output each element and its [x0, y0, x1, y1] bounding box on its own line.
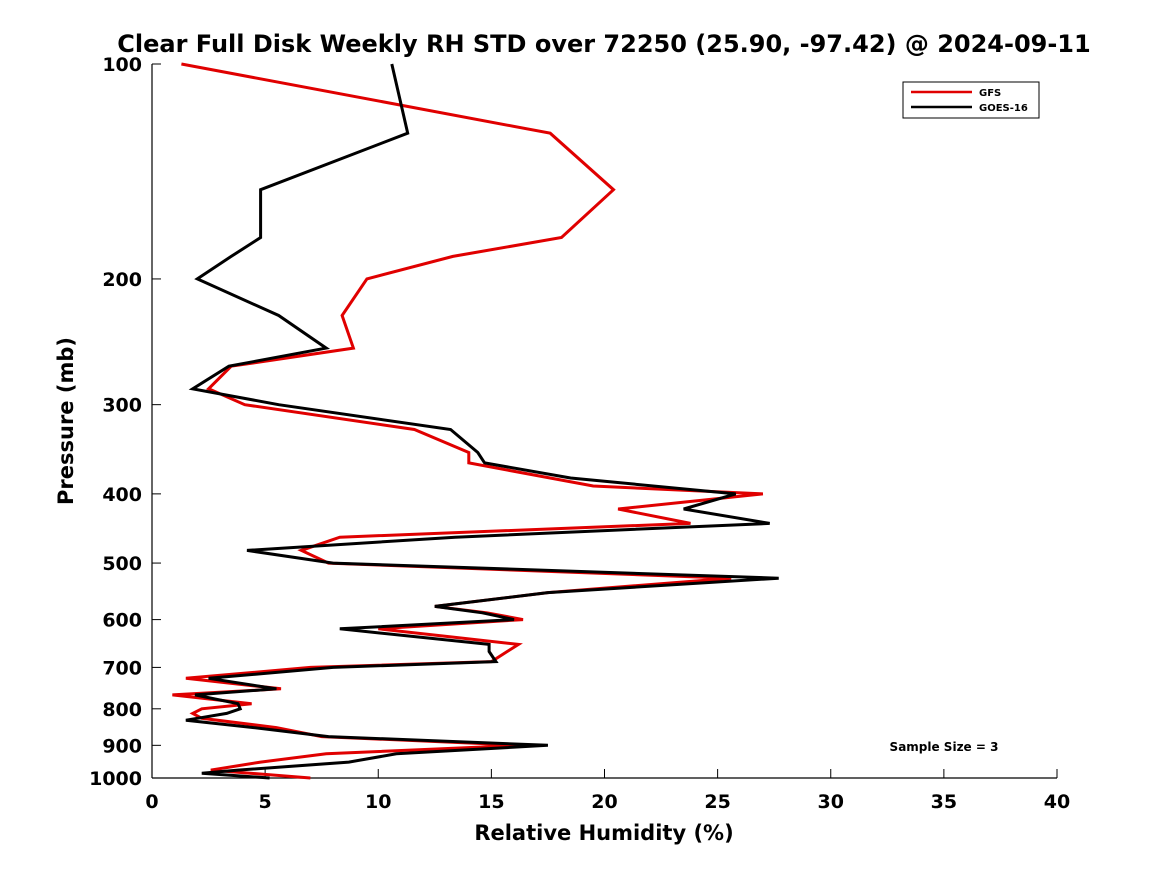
legend: GFS GOES-16 — [902, 81, 1040, 119]
series-line-goes16 — [185, 63, 779, 780]
x-tick-label: 20 — [591, 791, 617, 813]
chart-title: Clear Full Disk Weekly RH STD over 72250… — [117, 30, 1090, 58]
y-tick-label: 100 — [102, 54, 142, 76]
x-tick-label: 40 — [1044, 791, 1070, 813]
x-tick-label: 10 — [365, 791, 391, 813]
legend-label-gfs: GFS — [979, 88, 1001, 99]
x-tick-label: 30 — [818, 791, 844, 813]
y-tick-label: 300 — [102, 395, 142, 417]
x-tick-label: 35 — [931, 791, 957, 813]
series-line-gfs — [172, 62, 764, 780]
x-tick-label: 0 — [145, 791, 158, 813]
y-axis-ticks: 100 200 300 400 500 600 700 800 900 1000 — [89, 54, 161, 790]
y-tick-label: 1000 — [89, 768, 142, 790]
y-tick-label: 500 — [102, 553, 142, 575]
y-tick-label: 800 — [102, 699, 142, 721]
y-tick-label: 200 — [102, 269, 142, 291]
y-axis-label: Pressure (mb) — [54, 337, 78, 505]
x-tick-label: 25 — [704, 791, 730, 813]
y-tick-label: 600 — [102, 610, 142, 632]
legend-label-goes16: GOES-16 — [979, 103, 1028, 114]
y-tick-label: 700 — [102, 657, 142, 679]
sample-size-annotation: Sample Size = 3 — [890, 740, 999, 754]
series-layer — [172, 62, 779, 780]
x-axis-ticks: 0 5 10 15 20 25 30 35 40 — [145, 769, 1070, 813]
y-tick-label: 400 — [102, 484, 142, 506]
y-tick-label: 900 — [102, 735, 142, 757]
x-axis-label: Relative Humidity (%) — [474, 821, 733, 845]
x-tick-label: 5 — [259, 791, 272, 813]
legend-box — [902, 81, 1040, 119]
x-tick-label: 15 — [478, 791, 504, 813]
